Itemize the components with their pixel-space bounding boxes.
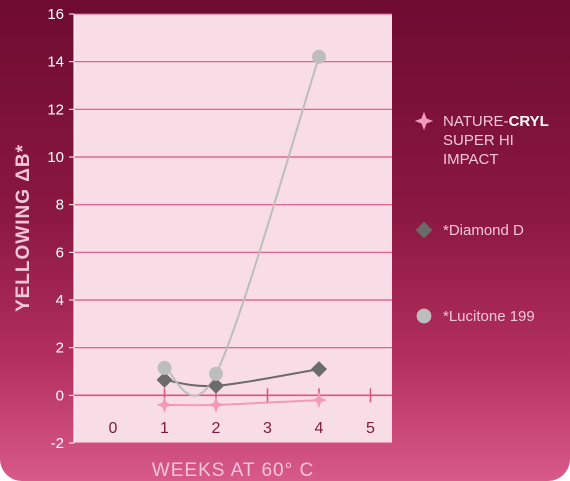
x-tick-label: 3 (263, 420, 272, 437)
x-axis-label: WEEKS AT 60° C (152, 460, 314, 481)
data-point (156, 396, 173, 413)
legend-item: *Diamond D (415, 221, 524, 239)
x-tick-label: 5 (366, 420, 375, 437)
data-point (311, 361, 327, 378)
y-tick-label: 12 (47, 101, 64, 118)
y-tick-labels: -2 0 2 4 6 8 10 12 14 16 (47, 6, 75, 452)
y-tick-label: 8 (56, 197, 64, 214)
y-tick-label: 14 (47, 54, 64, 71)
y-tick-label: 16 (47, 6, 64, 23)
series-line (164, 56, 320, 397)
y-tick-label: -2 (51, 435, 64, 452)
data-point (208, 377, 224, 394)
legend-marker-icon (416, 308, 432, 324)
legend-label-line: IMPACT (443, 151, 499, 168)
data-point (209, 366, 223, 381)
legend-label: *Lucitone 199 (443, 308, 535, 325)
data-point (208, 396, 224, 413)
y-tick-label: 4 (56, 292, 64, 309)
legend-label: *Diamond D (443, 222, 524, 239)
data-point (311, 392, 327, 409)
legend-item: *Lucitone 199 (416, 308, 535, 325)
legend-item: NATURE-CRYL SUPER HI IMPACT (414, 111, 549, 168)
series-markers (156, 49, 327, 413)
plot-area (74, 14, 392, 443)
y-axis-label: YELLOWING ΔB* (13, 144, 34, 312)
y-tick-label: 2 (56, 340, 64, 357)
data-point (312, 49, 326, 64)
x-tick-label: 2 (212, 420, 221, 437)
legend-marker-icon (415, 221, 433, 239)
legend-label-line: SUPER HI (443, 132, 514, 149)
x-tick-label: 0 (109, 420, 118, 437)
y-tick-label: 0 (56, 387, 64, 404)
x-tick-label: 1 (160, 420, 169, 437)
y-tick-label: 10 (47, 149, 64, 166)
legend: NATURE-CRYL SUPER HI IMPACT *Diamond D *Luci… (414, 111, 549, 325)
data-point (157, 360, 172, 375)
legend-label: NATURE-CRYL (443, 113, 549, 130)
data-point (156, 371, 173, 388)
legend-marker-icon (414, 111, 434, 131)
x-tick-label: 4 (315, 420, 324, 437)
y-tick-label: 6 (56, 244, 64, 261)
